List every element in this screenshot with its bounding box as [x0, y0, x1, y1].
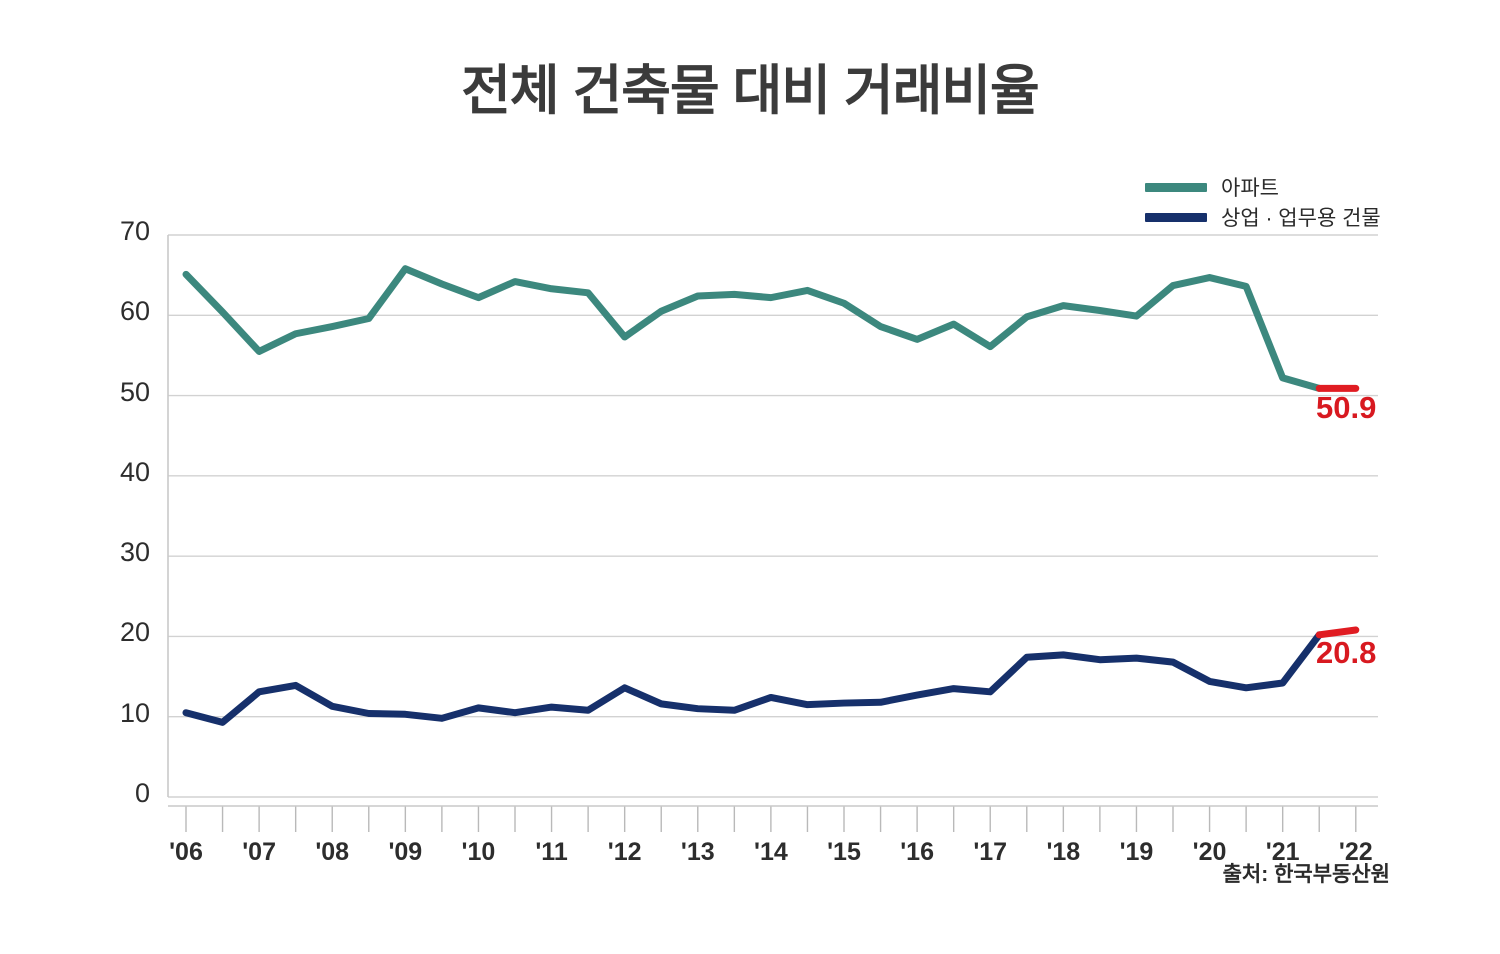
y-axis-label: 10	[119, 697, 150, 728]
y-axis-label: 60	[119, 296, 150, 327]
y-axis-label: 0	[134, 778, 150, 808]
y-axis-label: 30	[119, 537, 150, 568]
x-axis-label: '11	[535, 838, 568, 866]
legend-label-apartment: 아파트	[1221, 177, 1279, 200]
y-axis-label: 20	[119, 617, 150, 648]
page-title: 전체 건축물 대비 거래비율	[461, 61, 1040, 121]
x-axis-label: '22	[1338, 838, 1373, 866]
y-axis-label: 70	[119, 216, 150, 246]
x-axis-label: '20	[1192, 838, 1227, 866]
x-axis-label: '18	[1046, 838, 1081, 866]
legend-item-apartment: 아파트	[1145, 172, 1445, 202]
series-line-apartment	[182, 265, 1323, 392]
legend-item-commercial: 상업 · 업무용 건물	[1145, 202, 1445, 232]
x-axis-label: '14	[754, 838, 788, 866]
x-axis-label: '07	[242, 838, 276, 866]
x-axis-label: '16	[900, 838, 934, 866]
x-axis-label: '21	[1265, 838, 1300, 866]
series-highlight-commercial	[1315, 626, 1360, 639]
x-axis-label: '15	[827, 838, 861, 866]
x-axis-label: '09	[388, 838, 423, 866]
legend-swatch-apartment	[1145, 182, 1207, 192]
legend-swatch-commercial	[1145, 212, 1207, 222]
data-label-commercial: 20.8	[1316, 635, 1377, 670]
legend-label-commercial: 상업 · 업무용 건물	[1221, 207, 1381, 230]
source-note: 출처: 한국부동산원	[1222, 863, 1390, 886]
x-axis-label: '13	[680, 838, 715, 866]
x-axis-label: '10	[461, 838, 496, 866]
data-label-apartment: 50.9	[1316, 390, 1377, 425]
x-axis-label: '08	[315, 838, 350, 866]
x-axis-label: '17	[973, 838, 1008, 866]
series-line-commercial	[182, 631, 1323, 726]
x-axis-label: '12	[607, 838, 642, 866]
x-axis-label: '06	[169, 838, 203, 866]
y-axis-label: 40	[119, 456, 150, 487]
chart-legend: 아파트 상업 · 업무용 건물	[1145, 172, 1445, 232]
y-axis-label: 50	[119, 376, 150, 407]
x-axis-label: '19	[1119, 838, 1154, 866]
